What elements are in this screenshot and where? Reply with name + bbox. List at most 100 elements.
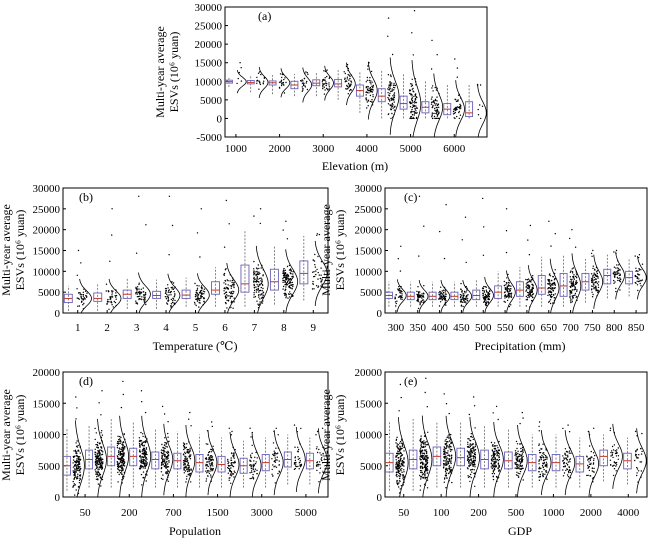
data-point <box>570 280 572 282</box>
data-point <box>438 293 440 296</box>
data-point <box>419 449 421 451</box>
box-group-8 <box>551 424 576 496</box>
data-point <box>610 451 612 454</box>
data-point <box>98 402 100 404</box>
data-point <box>291 277 293 280</box>
data-point <box>421 454 424 456</box>
data-point <box>394 296 396 298</box>
data-point <box>515 461 517 464</box>
data-point <box>547 292 550 294</box>
data-point <box>426 406 428 408</box>
box-group-12 <box>305 427 328 494</box>
data-point <box>593 276 596 279</box>
data-point <box>587 464 589 467</box>
data-point <box>168 460 170 462</box>
data-point <box>230 459 233 461</box>
data-point <box>252 468 254 471</box>
data-point <box>596 274 598 277</box>
data-point <box>306 80 308 83</box>
data-point <box>367 65 369 67</box>
data-point <box>473 456 475 458</box>
data-point <box>517 472 519 474</box>
data-point <box>525 289 528 291</box>
y-axis-title-line1: Multi-year average <box>319 204 333 296</box>
data-point <box>636 468 639 470</box>
data-point <box>488 290 491 293</box>
data-point <box>94 451 96 453</box>
data-point <box>544 458 547 461</box>
data-point <box>517 450 519 452</box>
data-point <box>562 469 564 471</box>
data-point <box>615 271 617 273</box>
data-point <box>162 474 164 476</box>
data-point <box>232 292 234 295</box>
data-point <box>473 462 475 464</box>
data-point <box>617 267 619 269</box>
data-point <box>411 108 413 111</box>
box-group-10 <box>261 427 284 496</box>
data-point <box>162 452 165 454</box>
data-point <box>569 285 571 288</box>
data-point <box>431 112 433 114</box>
data-point <box>81 298 84 300</box>
data-point <box>470 453 472 455</box>
data-point <box>295 465 298 468</box>
data-point <box>312 280 314 283</box>
data-point <box>413 114 415 116</box>
data-point <box>411 114 414 116</box>
data-point <box>395 455 397 457</box>
data-point <box>574 275 577 278</box>
data-point <box>421 449 423 451</box>
data-point <box>292 273 294 275</box>
data-point <box>314 264 316 266</box>
data-point <box>140 466 142 469</box>
x-tick-label: 50 <box>398 507 410 519</box>
data-point <box>447 463 449 465</box>
data-point <box>365 81 367 83</box>
data-point <box>166 293 168 296</box>
data-point <box>101 453 104 456</box>
data-point <box>271 458 273 460</box>
data-point <box>473 452 475 455</box>
data-point <box>119 457 121 459</box>
data-point <box>167 450 169 452</box>
data-point <box>143 291 145 293</box>
data-point <box>258 289 261 292</box>
data-point <box>100 460 102 462</box>
data-point <box>574 292 577 295</box>
data-point <box>466 455 469 457</box>
data-point <box>445 461 447 463</box>
data-point <box>450 457 453 459</box>
data-point <box>273 466 275 468</box>
data-point <box>413 91 415 93</box>
data-point <box>587 459 589 461</box>
data-point <box>209 460 211 462</box>
data-point <box>419 457 421 459</box>
data-point <box>389 74 392 76</box>
data-point <box>467 443 469 445</box>
data-point <box>592 282 594 284</box>
density-curve <box>285 249 299 314</box>
data-point <box>280 79 283 82</box>
data-point <box>137 295 140 298</box>
data-point <box>109 298 111 301</box>
data-point <box>72 459 75 461</box>
data-point <box>401 296 403 299</box>
data-point <box>566 474 569 476</box>
data-point <box>411 78 413 81</box>
data-point <box>432 90 434 92</box>
data-point <box>551 287 553 289</box>
data-point <box>320 285 322 287</box>
data-point <box>483 226 485 228</box>
data-point <box>144 452 147 455</box>
data-point <box>503 280 505 283</box>
box-group-1 <box>224 62 247 94</box>
data-point <box>315 285 318 287</box>
data-point <box>491 445 494 447</box>
data-point <box>234 460 236 462</box>
data-point <box>504 288 507 290</box>
data-point <box>443 452 445 454</box>
data-point <box>615 464 618 466</box>
box-group-8 <box>537 220 560 314</box>
y-tick-label: 0 <box>217 113 223 125</box>
